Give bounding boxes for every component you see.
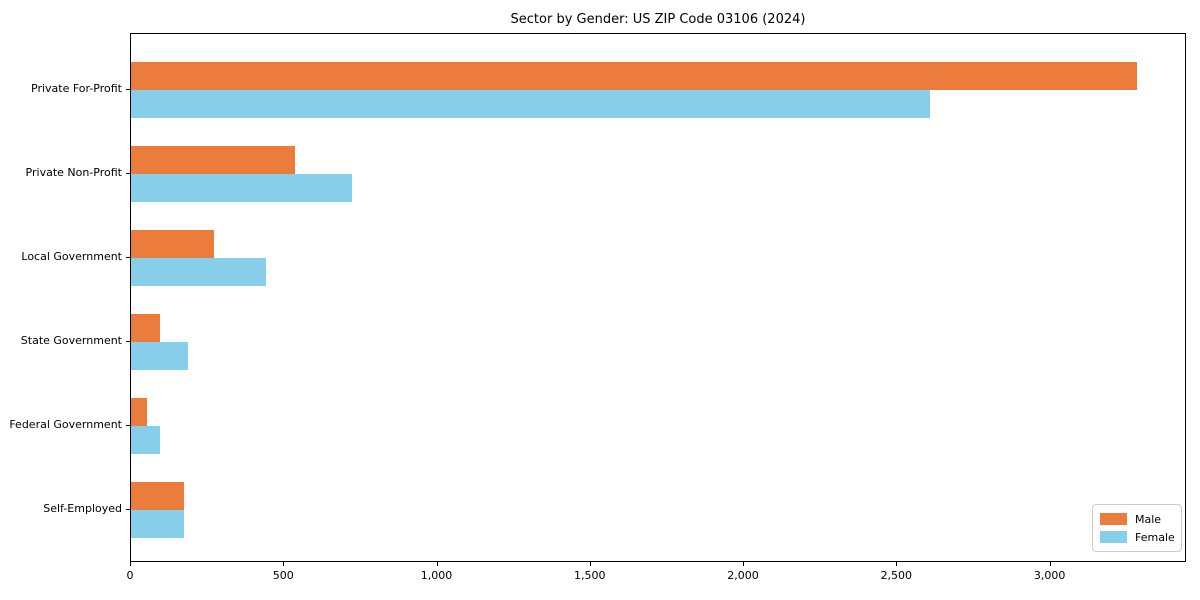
legend-item-female: Female <box>1100 528 1175 546</box>
x-tick-mark <box>1049 562 1051 566</box>
x-tick-mark <box>130 562 131 566</box>
y-tick-label: Private For-Profit <box>31 82 122 95</box>
y-tick-mark <box>126 89 130 90</box>
y-tick-label: Self-Employed <box>43 502 122 515</box>
bar-female-4 <box>131 342 189 370</box>
legend-swatch-male <box>1100 513 1127 525</box>
bar-male-4 <box>131 314 160 342</box>
x-tick-label: 0 <box>126 569 134 582</box>
y-tick-mark <box>126 173 130 174</box>
x-tick-label: 2,000 <box>727 569 759 582</box>
bar-male-5 <box>131 398 147 426</box>
bar-female-5 <box>131 426 160 454</box>
y-tick-mark <box>126 425 130 426</box>
x-tick-label: 500 <box>272 569 294 582</box>
bar-female-3 <box>131 258 266 286</box>
x-tick-mark <box>283 562 285 566</box>
bar-female-2 <box>131 174 352 202</box>
y-tick-label: Local Government <box>21 250 122 263</box>
bar-male-1 <box>131 62 1137 90</box>
x-tick-label: 2,500 <box>880 569 913 582</box>
legend-item-male: Male <box>1100 510 1173 528</box>
x-tick-mark <box>436 562 438 566</box>
x-tick-label: 1,000 <box>420 569 453 582</box>
y-tick-label: State Government <box>20 334 122 347</box>
legend-swatch-female <box>1100 531 1127 543</box>
y-tick-mark <box>126 257 130 258</box>
y-tick-label: Federal Government <box>9 418 122 431</box>
legend: Male Female <box>1092 504 1182 552</box>
chart-title: Sector by Gender: US ZIP Code 03106 (202… <box>510 12 806 27</box>
bar-female-6 <box>131 510 184 538</box>
bar-male-6 <box>131 482 184 510</box>
legend-items: Male Female <box>1100 510 1175 546</box>
y-tick-mark <box>126 341 130 342</box>
x-tick-mark <box>589 562 591 566</box>
x-tick-label: 1,500 <box>574 569 606 582</box>
x-tick-mark <box>896 562 898 566</box>
x-tick-mark <box>743 562 745 566</box>
y-tick-mark <box>126 509 130 510</box>
legend-label: Female <box>1135 530 1175 544</box>
bar-male-3 <box>131 230 215 258</box>
plot-area: Male Female <box>130 33 1186 562</box>
bar-female-1 <box>131 90 931 118</box>
y-tick-label: Private Non-Profit <box>25 166 122 179</box>
x-tick-label: 3,000 <box>1033 569 1066 582</box>
bar-male-2 <box>131 146 296 174</box>
legend-label: Male <box>1135 512 1162 526</box>
